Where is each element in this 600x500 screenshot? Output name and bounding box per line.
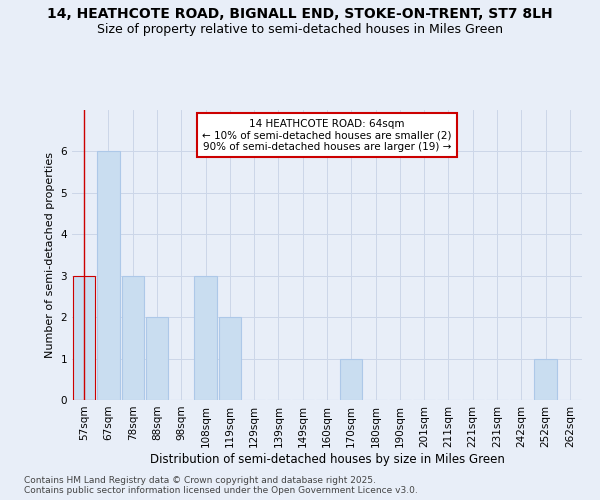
Bar [340, 358, 362, 400]
Y-axis label: Number of semi-detached properties: Number of semi-detached properties [45, 152, 55, 358]
Bar [194, 276, 217, 400]
Bar [535, 358, 557, 400]
Text: Contains HM Land Registry data © Crown copyright and database right 2025.
Contai: Contains HM Land Registry data © Crown c… [24, 476, 418, 495]
Bar [146, 317, 168, 400]
Bar [97, 152, 119, 400]
Text: 14, HEATHCOTE ROAD, BIGNALL END, STOKE-ON-TRENT, ST7 8LH: 14, HEATHCOTE ROAD, BIGNALL END, STOKE-O… [47, 8, 553, 22]
Bar [218, 317, 241, 400]
Bar [73, 276, 95, 400]
Bar [122, 276, 144, 400]
X-axis label: Distribution of semi-detached houses by size in Miles Green: Distribution of semi-detached houses by … [149, 452, 505, 466]
Text: 14 HEATHCOTE ROAD: 64sqm
← 10% of semi-detached houses are smaller (2)
90% of se: 14 HEATHCOTE ROAD: 64sqm ← 10% of semi-d… [202, 118, 452, 152]
Text: Size of property relative to semi-detached houses in Miles Green: Size of property relative to semi-detach… [97, 22, 503, 36]
